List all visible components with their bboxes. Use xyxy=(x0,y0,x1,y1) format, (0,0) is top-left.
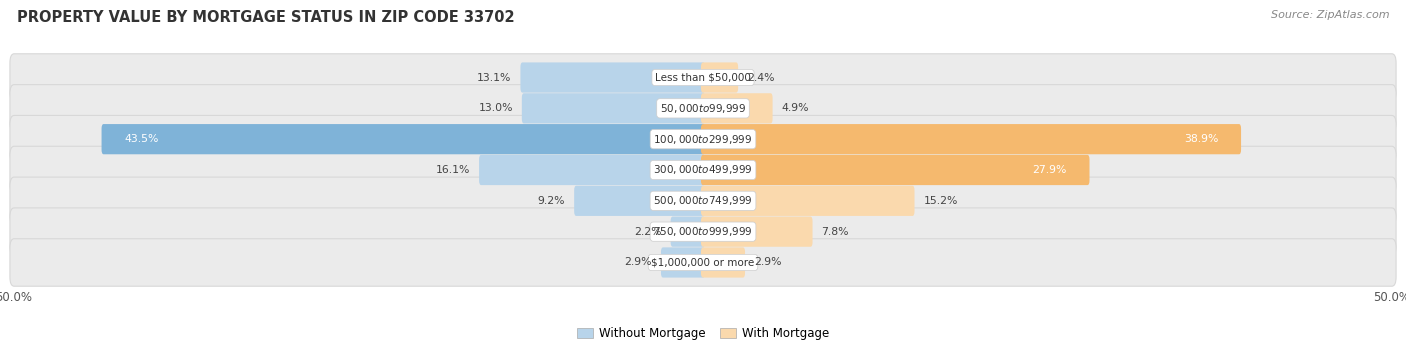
Text: 2.9%: 2.9% xyxy=(754,257,782,268)
Text: $750,000 to $999,999: $750,000 to $999,999 xyxy=(654,225,752,238)
Text: Source: ZipAtlas.com: Source: ZipAtlas.com xyxy=(1271,10,1389,20)
FancyBboxPatch shape xyxy=(702,155,1090,185)
FancyBboxPatch shape xyxy=(671,217,704,247)
Text: 16.1%: 16.1% xyxy=(436,165,470,175)
Text: Less than $50,000: Less than $50,000 xyxy=(655,72,751,83)
Text: 13.0%: 13.0% xyxy=(478,103,513,113)
FancyBboxPatch shape xyxy=(10,54,1396,101)
Text: $300,000 to $499,999: $300,000 to $499,999 xyxy=(654,164,752,176)
Text: 2.9%: 2.9% xyxy=(624,257,652,268)
FancyBboxPatch shape xyxy=(10,85,1396,132)
Text: 7.8%: 7.8% xyxy=(821,227,849,237)
Text: $50,000 to $99,999: $50,000 to $99,999 xyxy=(659,102,747,115)
FancyBboxPatch shape xyxy=(661,248,704,277)
Text: $500,000 to $749,999: $500,000 to $749,999 xyxy=(654,194,752,207)
FancyBboxPatch shape xyxy=(702,124,1241,154)
Text: 13.1%: 13.1% xyxy=(477,72,512,83)
Text: 2.2%: 2.2% xyxy=(634,227,662,237)
Text: PROPERTY VALUE BY MORTGAGE STATUS IN ZIP CODE 33702: PROPERTY VALUE BY MORTGAGE STATUS IN ZIP… xyxy=(17,10,515,25)
Legend: Without Mortgage, With Mortgage: Without Mortgage, With Mortgage xyxy=(572,322,834,340)
FancyBboxPatch shape xyxy=(10,116,1396,163)
FancyBboxPatch shape xyxy=(702,93,772,123)
FancyBboxPatch shape xyxy=(702,248,745,277)
Text: $100,000 to $299,999: $100,000 to $299,999 xyxy=(654,133,752,146)
FancyBboxPatch shape xyxy=(10,239,1396,286)
Text: $1,000,000 or more: $1,000,000 or more xyxy=(651,257,755,268)
Text: 15.2%: 15.2% xyxy=(924,196,957,206)
FancyBboxPatch shape xyxy=(10,177,1396,224)
Text: 2.4%: 2.4% xyxy=(747,72,775,83)
FancyBboxPatch shape xyxy=(702,186,914,216)
FancyBboxPatch shape xyxy=(702,217,813,247)
FancyBboxPatch shape xyxy=(101,124,704,154)
Text: 4.9%: 4.9% xyxy=(782,103,808,113)
FancyBboxPatch shape xyxy=(522,93,704,123)
Text: 27.9%: 27.9% xyxy=(1032,165,1067,175)
FancyBboxPatch shape xyxy=(574,186,704,216)
FancyBboxPatch shape xyxy=(10,146,1396,194)
Text: 38.9%: 38.9% xyxy=(1184,134,1219,144)
FancyBboxPatch shape xyxy=(520,63,704,92)
FancyBboxPatch shape xyxy=(479,155,704,185)
FancyBboxPatch shape xyxy=(702,63,738,92)
Text: 9.2%: 9.2% xyxy=(537,196,565,206)
Text: 43.5%: 43.5% xyxy=(124,134,159,144)
FancyBboxPatch shape xyxy=(10,208,1396,255)
